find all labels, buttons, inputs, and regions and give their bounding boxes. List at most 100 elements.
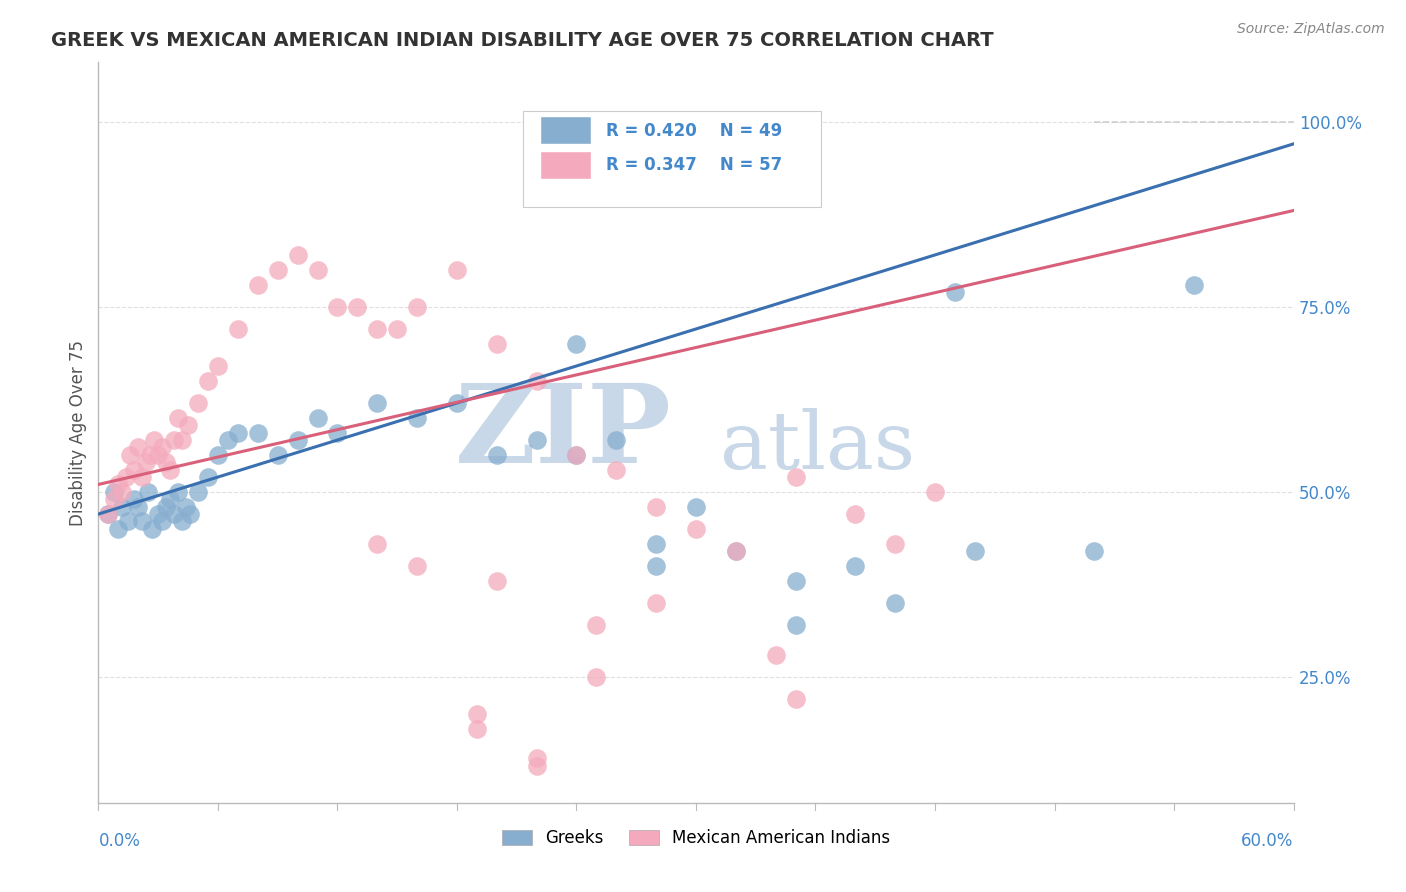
Point [97, 507, 120, 521]
Point [565, 336, 588, 351]
Point [172, 433, 194, 447]
Point [287, 433, 309, 447]
Point [645, 558, 668, 573]
FancyBboxPatch shape [523, 111, 821, 207]
Point [226, 322, 249, 336]
Point [246, 425, 269, 440]
Point [97, 507, 120, 521]
Text: 60.0%: 60.0% [1241, 832, 1294, 850]
Point [131, 515, 153, 529]
Point [685, 522, 707, 536]
Point [135, 455, 157, 469]
Text: Source: ZipAtlas.com: Source: ZipAtlas.com [1237, 22, 1385, 37]
Point [724, 544, 747, 558]
Point [485, 574, 508, 588]
Point [685, 500, 707, 514]
Point [107, 522, 129, 536]
Point [943, 285, 966, 299]
Point [207, 359, 229, 373]
Point [163, 433, 186, 447]
Point [307, 262, 329, 277]
Point [307, 410, 329, 425]
Text: GREEK VS MEXICAN AMERICAN INDIAN DISABILITY AGE OVER 75 CORRELATION CHART: GREEK VS MEXICAN AMERICAN INDIAN DISABIL… [51, 30, 993, 50]
Text: atlas: atlas [720, 409, 915, 486]
Point [585, 618, 607, 632]
Point [127, 500, 149, 514]
Point [267, 262, 290, 277]
Point [645, 500, 668, 514]
Point [645, 596, 668, 610]
Point [187, 484, 209, 499]
Legend: Greeks, Mexican American Indians: Greeks, Mexican American Indians [495, 822, 897, 854]
Point [287, 248, 309, 262]
Point [163, 507, 186, 521]
Point [844, 558, 866, 573]
Text: R = 0.347    N = 57: R = 0.347 N = 57 [606, 156, 783, 174]
Point [565, 448, 588, 462]
Point [103, 492, 125, 507]
Text: ZIP: ZIP [456, 379, 672, 486]
Point [963, 544, 986, 558]
Point [115, 470, 138, 484]
Point [924, 484, 946, 499]
Point [565, 448, 588, 462]
Point [884, 536, 907, 550]
Point [197, 470, 219, 484]
Point [155, 500, 177, 514]
Y-axis label: Disability Age Over 75: Disability Age Over 75 [69, 340, 87, 525]
Point [326, 425, 349, 440]
Point [326, 300, 349, 314]
Point [127, 441, 149, 455]
Point [111, 500, 134, 514]
Point [406, 410, 429, 425]
Text: 0.0%: 0.0% [98, 832, 141, 850]
Point [120, 448, 142, 462]
Point [785, 470, 807, 484]
Point [117, 515, 139, 529]
Point [159, 492, 181, 507]
Point [141, 522, 163, 536]
Point [485, 448, 508, 462]
Point [526, 751, 548, 765]
Point [103, 484, 125, 499]
Point [111, 484, 134, 499]
Point [605, 433, 627, 447]
Point [167, 410, 190, 425]
FancyBboxPatch shape [541, 117, 591, 144]
Point [526, 374, 548, 388]
Point [177, 418, 200, 433]
Point [465, 706, 488, 721]
Point [884, 596, 907, 610]
Point [465, 722, 488, 736]
Point [143, 433, 166, 447]
Point [406, 558, 429, 573]
Point [446, 396, 468, 410]
Point [585, 670, 607, 684]
Point [385, 322, 409, 336]
Point [150, 515, 173, 529]
Point [1182, 277, 1205, 292]
Point [366, 322, 388, 336]
Point [765, 648, 787, 662]
Point [366, 396, 388, 410]
Point [148, 448, 170, 462]
Point [366, 536, 388, 550]
Point [207, 448, 229, 462]
Point [155, 455, 177, 469]
Point [785, 692, 807, 706]
Point [124, 492, 146, 507]
FancyBboxPatch shape [541, 152, 591, 178]
Point [107, 477, 129, 491]
Point [1083, 544, 1105, 558]
Point [267, 448, 290, 462]
Point [217, 433, 239, 447]
Point [485, 336, 508, 351]
Point [724, 544, 747, 558]
Point [226, 425, 249, 440]
Point [605, 462, 627, 476]
Text: R = 0.420    N = 49: R = 0.420 N = 49 [606, 121, 783, 139]
Point [785, 574, 807, 588]
Point [406, 300, 429, 314]
Point [346, 300, 368, 314]
Point [785, 618, 807, 632]
